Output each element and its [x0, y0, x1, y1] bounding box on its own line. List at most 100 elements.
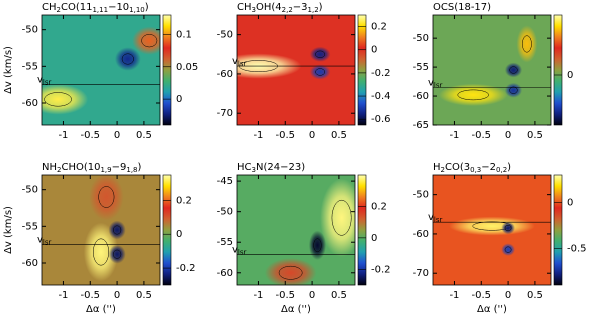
vlsr-label-part: v	[232, 244, 238, 255]
emission-peak	[132, 26, 160, 55]
x-tick-label: 0	[114, 290, 120, 301]
y-tick-label: -50	[22, 185, 38, 196]
panel-title: CH3OH(42,2−31,2)	[237, 2, 323, 14]
vlsr-label: vlsr	[232, 56, 247, 68]
x-tick-label: -0.5	[81, 130, 101, 141]
panel-title: OCS(18-17)	[433, 2, 491, 13]
vlsr-label: vlsr	[232, 244, 247, 256]
contour	[504, 224, 512, 232]
contour	[98, 186, 115, 208]
emission-peak	[42, 84, 89, 115]
colorbar	[357, 14, 367, 126]
contour	[315, 68, 326, 76]
colorbar-tick-label: 0	[371, 233, 377, 244]
x-tick-label: -1	[58, 130, 68, 141]
panel-title-part: CO(3	[445, 162, 470, 173]
x-tick-label: 0.5	[136, 130, 152, 141]
plot-area	[237, 175, 355, 285]
vlsr-label-part: lsr	[43, 239, 52, 247]
x-tick-label: 0	[114, 130, 120, 141]
vlsr-label-part: v	[37, 235, 43, 246]
contour	[504, 246, 512, 253]
panel-title-part: 0,2	[496, 166, 507, 174]
colorbar-tick-label: 0.2	[371, 22, 387, 33]
contour	[509, 86, 518, 94]
plot-area	[433, 15, 551, 125]
emission-peak	[114, 47, 141, 71]
y-axis-label: Δv (km/s)	[3, 206, 14, 254]
vlsr-label-part: v	[232, 56, 238, 67]
vlsr-label: vlsr	[428, 77, 443, 89]
panel-title-part: 2	[57, 166, 61, 174]
y-axis-label: Δv (km/s)	[3, 46, 14, 94]
x-tick-label: -0.5	[81, 290, 101, 301]
panel-title-part: )	[507, 162, 511, 173]
plot-area	[42, 175, 160, 285]
y-tick-label: -70	[413, 268, 429, 279]
emission-peak	[309, 46, 331, 62]
plot-frame	[236, 174, 356, 286]
panel-title-part: OH(4	[256, 2, 282, 13]
panel-title-part: CO(11	[61, 2, 92, 13]
panel-title: NH2CHO(101,9−91,8)	[42, 162, 142, 174]
panel-title-part: N(24−23)	[256, 162, 305, 173]
emission-peak	[83, 222, 119, 282]
panel-title: HC3N(24−23)	[237, 162, 305, 174]
y-tick-label: -60	[217, 268, 233, 279]
emission-peak	[108, 244, 126, 264]
x-tick-label: 0.5	[527, 290, 543, 301]
vlsr-label-part: lsr	[434, 81, 443, 89]
y-tick-label: -55	[217, 237, 233, 248]
contour	[457, 89, 489, 101]
panel-title-part: −9	[112, 162, 127, 173]
y-tick-label: -65	[413, 120, 429, 131]
panel-title-part: )	[145, 2, 149, 13]
colorbar-tick-label: 0.2	[176, 195, 192, 206]
panel-title-part: CH	[42, 2, 57, 13]
panel-title-part: −2	[481, 162, 496, 173]
panel-title-part: 0,3	[470, 166, 481, 174]
contour	[509, 66, 518, 74]
colorbar-tick-label: 0	[371, 45, 377, 56]
x-tick-label: -0.5	[472, 130, 492, 141]
panel-title-part: )	[138, 162, 142, 173]
x-tick-label: -1	[58, 290, 68, 301]
emission-peak	[438, 83, 508, 107]
colorbar	[357, 174, 367, 286]
x-tick-label: 0.5	[136, 290, 152, 301]
panel-title-part: NH	[42, 162, 57, 173]
contour	[278, 265, 303, 280]
x-tick-label: -1	[253, 130, 263, 141]
x-axis-label: Δα ('')	[86, 304, 116, 315]
emission-peak	[308, 230, 327, 260]
x-axis-label: Δα ('')	[281, 304, 311, 315]
contour	[331, 199, 352, 236]
contour	[121, 53, 134, 65]
emission-peak	[108, 220, 126, 240]
panel-title-part: 1,8	[126, 166, 137, 174]
y-tick-label: -60	[22, 258, 38, 269]
x-tick-label: -0.5	[276, 290, 296, 301]
panel-title: H2CO(30,3−20,2)	[433, 162, 511, 174]
colorbar-tick-label: 0	[567, 198, 573, 209]
colorbar-tick-label: -0.2	[371, 68, 391, 79]
colorbar	[553, 174, 563, 286]
x-tick-label: 0	[309, 290, 315, 301]
x-tick-label: 0	[505, 130, 511, 141]
panel-title-part: 1,9	[100, 166, 111, 174]
vlsr-label-part: lsr	[434, 216, 443, 224]
colorbar-tick-label: -0.6	[371, 114, 391, 125]
emission-peak	[89, 175, 124, 221]
vlsr-label-part: lsr	[238, 248, 247, 256]
plot-frame	[236, 14, 356, 126]
y-tick-label: -50	[217, 207, 233, 218]
y-tick-label: -60	[217, 69, 233, 80]
panel-title-part: −3	[293, 2, 308, 13]
colorbar-tick-label: -0.4	[371, 91, 391, 102]
colorbar-tick-label: 0	[176, 229, 182, 240]
vlsr-label: vlsr	[37, 75, 52, 87]
x-tick-label: -0.5	[472, 290, 492, 301]
vlsr-label-part: v	[37, 75, 43, 86]
plot-area	[237, 15, 355, 125]
colorbar	[162, 174, 172, 286]
